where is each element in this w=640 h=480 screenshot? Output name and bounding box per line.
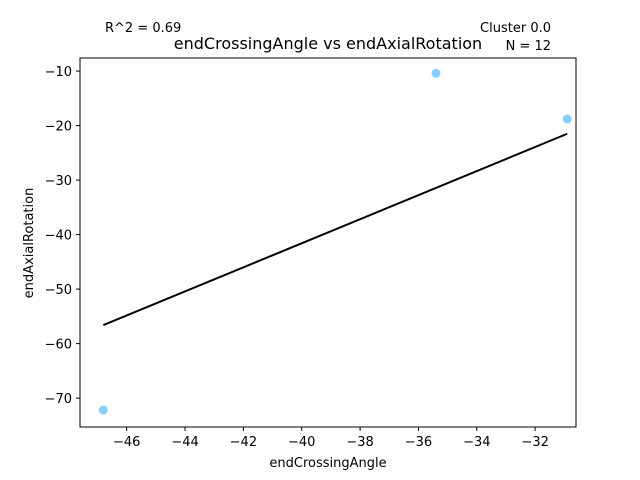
plot-frame	[79, 57, 577, 428]
x-axis-label: endCrossingAngle	[269, 456, 386, 471]
r-squared-annotation: R^2 = 0.69	[105, 21, 181, 36]
fit-line	[102, 132, 568, 326]
x-tick-label: −46	[113, 435, 140, 450]
y-tick-label: −70	[45, 392, 72, 407]
x-tick-label: −40	[288, 435, 315, 450]
data-point	[98, 405, 108, 415]
x-tick-label: −42	[230, 435, 257, 450]
plot-area	[98, 68, 572, 415]
y-tick-label: −40	[45, 229, 72, 244]
n-annotation: N = 12	[506, 39, 551, 54]
cluster-annotation: Cluster 0.0	[480, 21, 551, 36]
data-point	[431, 68, 441, 78]
y-axis-label: endAxialRotation	[22, 188, 37, 299]
x-tick-label: −36	[405, 435, 432, 450]
data-point	[562, 114, 572, 124]
x-tick-label: −38	[346, 435, 373, 450]
y-tick-label: −20	[45, 120, 72, 135]
y-tick-label: −10	[45, 65, 72, 80]
y-tick-label: −50	[45, 283, 72, 298]
x-tick-label: −32	[521, 435, 548, 450]
x-tick-label: −34	[463, 435, 490, 450]
chart-title: endCrossingAngle vs endAxialRotation	[174, 34, 482, 53]
y-tick-label: −60	[45, 338, 72, 353]
y-tick-label: −30	[45, 174, 72, 189]
x-tick-label: −44	[171, 435, 198, 450]
